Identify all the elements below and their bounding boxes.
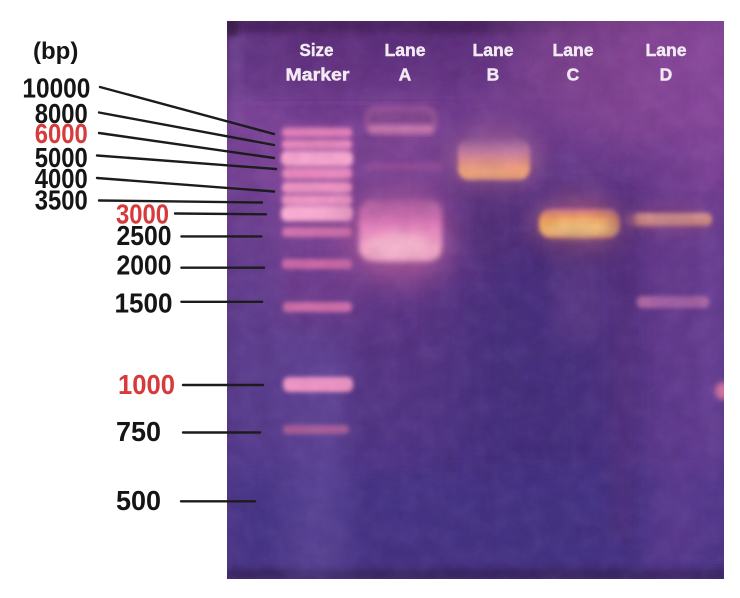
svg-text:1500: 1500 <box>115 288 173 319</box>
svg-text:2500: 2500 <box>117 220 172 251</box>
svg-text:3500: 3500 <box>35 184 88 215</box>
svg-text:500: 500 <box>116 485 161 516</box>
svg-text:3000: 3000 <box>116 198 169 229</box>
svg-text:10000: 10000 <box>22 73 90 104</box>
svg-text:C: C <box>567 65 580 85</box>
svg-text:6000: 6000 <box>35 118 88 149</box>
svg-text:4000: 4000 <box>35 163 88 194</box>
svg-text:Size: Size <box>300 40 334 60</box>
svg-text:(bp): (bp) <box>33 38 78 65</box>
svg-text:Lane: Lane <box>473 40 514 60</box>
svg-text:B: B <box>487 65 500 85</box>
svg-text:Lane: Lane <box>553 40 594 60</box>
svg-text:1000: 1000 <box>118 369 175 400</box>
svg-text:2000: 2000 <box>117 249 172 280</box>
svg-text:5000: 5000 <box>35 142 88 173</box>
svg-text:750: 750 <box>116 416 161 447</box>
svg-text:D: D <box>660 65 673 85</box>
svg-text:Lane: Lane <box>385 40 426 60</box>
svg-text:Marker: Marker <box>286 65 350 85</box>
svg-text:Lane: Lane <box>646 40 687 60</box>
svg-text:A: A <box>399 65 412 85</box>
svg-text:8000: 8000 <box>35 98 88 129</box>
